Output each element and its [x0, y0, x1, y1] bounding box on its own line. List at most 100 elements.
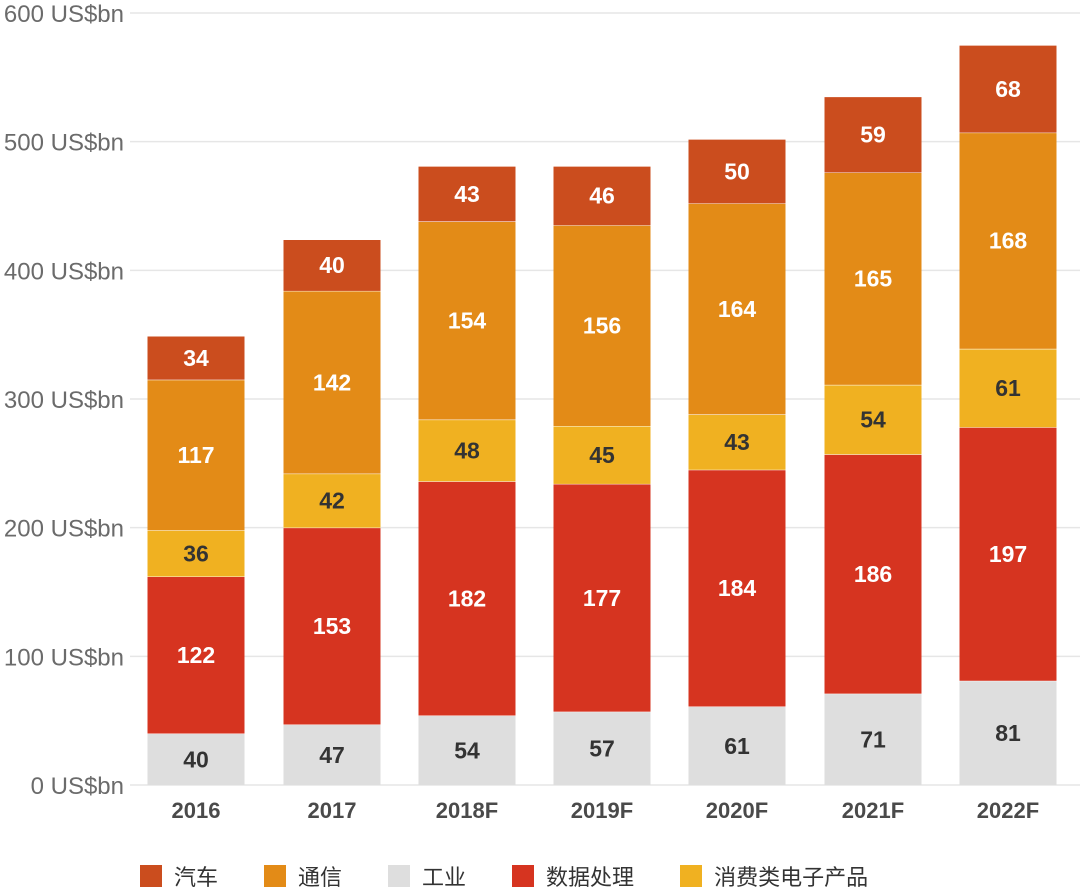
bar-segment	[688, 139, 786, 204]
legend-swatch	[388, 865, 411, 887]
bar-segment	[147, 379, 245, 531]
legend-label: 消费类电子产品	[714, 866, 869, 891]
legend-label: 通信	[298, 866, 343, 891]
data-label: 47	[319, 742, 345, 768]
y-tick-label: 400 US$bn	[4, 258, 124, 285]
data-label: 186	[854, 561, 892, 587]
data-label: 168	[989, 228, 1028, 254]
x-tick-label: 2018F	[436, 798, 498, 823]
bar-segment	[959, 132, 1057, 349]
data-label: 43	[724, 429, 750, 455]
bar-segment	[283, 527, 381, 725]
bar-segment	[418, 166, 516, 222]
bar-segment	[688, 414, 786, 470]
bar-segment	[418, 419, 516, 482]
bar-segment	[553, 426, 651, 484]
data-label: 122	[177, 642, 215, 668]
data-label: 42	[319, 488, 345, 514]
bar-segment	[283, 290, 381, 474]
data-label: 153	[313, 613, 351, 639]
bar-segment	[283, 239, 381, 291]
data-label: 59	[860, 122, 886, 148]
bar-segment	[553, 711, 651, 785]
bar-segment	[418, 715, 516, 785]
data-label: 54	[454, 737, 480, 763]
data-label: 184	[718, 575, 757, 601]
bar-segment	[553, 166, 651, 226]
legend-item: 通信	[264, 860, 342, 892]
bar-segment	[418, 481, 516, 716]
bar-segment	[688, 706, 786, 785]
bar-segment	[959, 45, 1057, 133]
data-label: 81	[995, 720, 1021, 746]
data-label: 36	[183, 540, 209, 566]
bar-segment	[147, 530, 245, 577]
bar-segment	[959, 680, 1057, 785]
bar-segment	[959, 348, 1057, 428]
data-label: 48	[454, 437, 480, 463]
data-label: 117	[177, 442, 214, 468]
bar-segment	[147, 335, 245, 380]
data-label: 68	[995, 76, 1021, 102]
bar-segment	[824, 693, 922, 785]
data-label: 50	[724, 158, 750, 184]
data-label: 40	[183, 746, 209, 772]
y-tick-label: 200 US$bn	[4, 516, 124, 543]
data-label: 182	[448, 585, 486, 611]
bar-segment	[147, 733, 245, 785]
data-label: 54	[860, 407, 886, 433]
x-tick-label: 2021F	[842, 798, 904, 823]
data-label: 46	[589, 183, 615, 209]
legend-swatch	[140, 865, 162, 887]
bar-segment	[824, 454, 922, 694]
data-label: 156	[583, 313, 621, 339]
legend-item: 汽车	[140, 860, 218, 892]
bar-segment	[418, 221, 516, 420]
legend-swatch	[680, 865, 703, 887]
data-label: 45	[589, 442, 615, 468]
bar-segment	[283, 724, 381, 785]
legend-item: 工业	[388, 860, 466, 892]
x-tick-label: 2022F	[977, 798, 1039, 823]
data-label: 40	[319, 252, 345, 278]
data-label: 34	[183, 345, 209, 371]
bar-segment	[688, 469, 786, 707]
legend-label: 工业	[422, 866, 467, 891]
bar-segment	[824, 172, 922, 385]
bar-segment	[688, 203, 786, 415]
y-tick-label: 600 US$bn	[4, 1, 124, 28]
data-label: 61	[995, 375, 1021, 401]
legend-label: 汽车	[174, 866, 219, 891]
data-label: 142	[313, 369, 351, 395]
stacked-bar-chart: 0 US$bn 100 US$bn 200 US$bn 300 US$bn 400 US…	[4, 1, 1080, 823]
data-label: 43	[454, 181, 480, 207]
bar-segment	[553, 225, 651, 427]
legend-swatch	[264, 865, 287, 887]
bar-segment	[959, 427, 1057, 681]
y-tick-label: 100 US$bn	[4, 644, 124, 671]
data-label: 164	[718, 296, 757, 322]
legend-swatch	[512, 865, 535, 887]
x-tick-label: 2020F	[706, 798, 768, 823]
y-tick-label: 0 US$bn	[31, 773, 124, 800]
y-tick-label: 300 US$bn	[4, 387, 124, 414]
bar-segment	[553, 483, 651, 712]
data-label: 154	[448, 308, 487, 334]
legend: 汽车 通信 工业 数据处理 消费类电子产品	[140, 860, 914, 892]
x-tick-label: 2019F	[571, 798, 633, 823]
data-label: 61	[724, 733, 750, 759]
y-tick-label: 500 US$bn	[4, 130, 124, 157]
bar-segment	[283, 473, 381, 528]
data-label: 165	[854, 266, 893, 292]
data-label: 177	[583, 585, 621, 611]
bar-segment	[824, 384, 922, 455]
legend-label: 数据处理	[546, 866, 635, 891]
bar-segment	[824, 96, 922, 173]
x-tick-label: 2017	[308, 798, 357, 823]
data-label: 57	[589, 735, 615, 761]
legend-item: 消费类电子产品	[680, 860, 868, 892]
legend-item: 数据处理	[512, 860, 634, 892]
bar-segment	[147, 576, 245, 734]
x-tick-label: 2016	[172, 798, 221, 823]
data-label: 197	[989, 541, 1027, 567]
